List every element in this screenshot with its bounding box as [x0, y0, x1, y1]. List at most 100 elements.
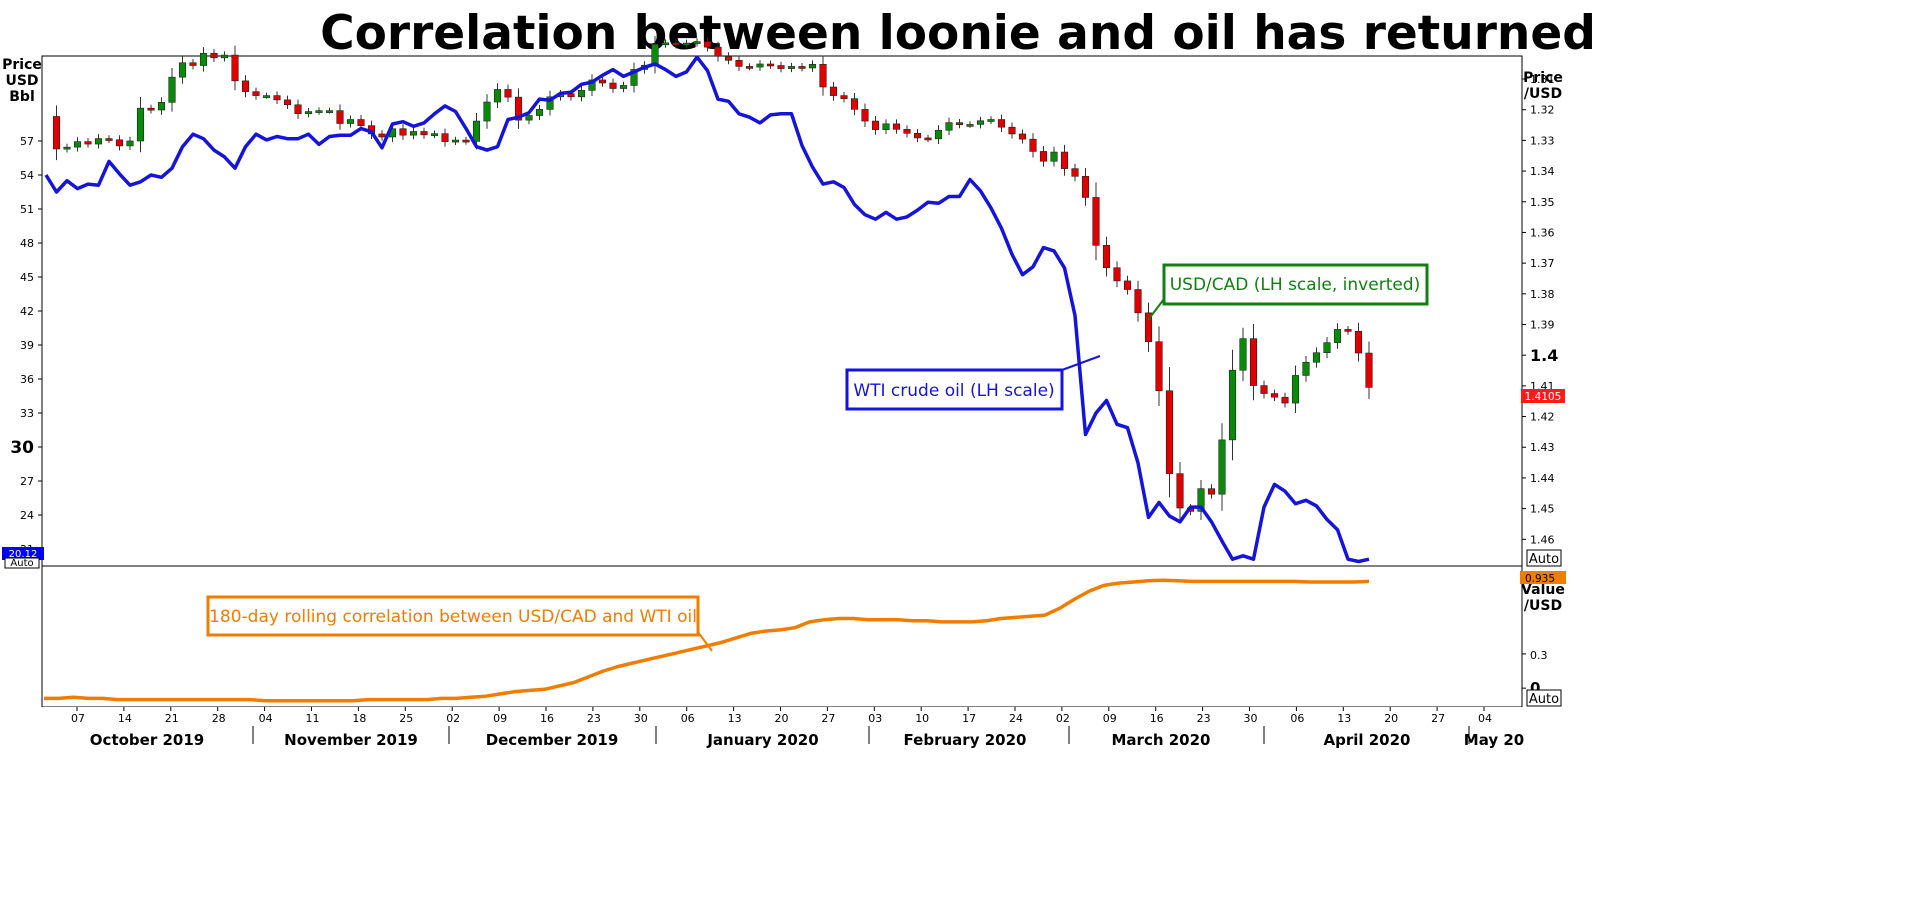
usdcad-candle: [1018, 133, 1027, 140]
usdcad-candle: [745, 66, 754, 69]
usdcad-candle: [945, 122, 953, 131]
right-tick-label: 1.38: [1530, 288, 1555, 301]
x-day-label: 06: [681, 712, 695, 725]
wti-last-badge-label: 20.12: [9, 549, 38, 560]
usdcad-candle: [1207, 488, 1216, 495]
usdcad-candle: [966, 124, 974, 127]
usdcad-candle: [294, 104, 302, 114]
usdcad-candle: [63, 146, 71, 150]
usdcad-candle: [84, 141, 92, 145]
correlation-callout-pointer: [697, 631, 713, 652]
usdcad-candle: [703, 41, 712, 48]
correlation-callout-label: 180-day rolling correlation between USD/…: [209, 607, 697, 627]
usdcad-candle: [997, 119, 1006, 128]
right-tick-label: 1.32: [1530, 104, 1555, 117]
wti-callout-pointer: [1061, 355, 1101, 371]
right-tick-label: 1.43: [1530, 441, 1555, 454]
usdcad-candle: [231, 54, 239, 82]
right-tick-label: 1.36: [1530, 226, 1555, 239]
usdcad-candle: [798, 66, 806, 69]
usdcad-candle: [1302, 361, 1310, 376]
left-tick-label: 57: [20, 135, 34, 148]
x-month-label: November 2019: [284, 731, 418, 749]
usdcad-candle: [955, 122, 964, 126]
usdcad-candle: [462, 139, 470, 143]
right-tick-label: 1.39: [1530, 319, 1555, 332]
usdcad-candle: [724, 56, 733, 61]
usdcad-candle: [1270, 393, 1279, 398]
x-day-label: 18: [352, 712, 366, 725]
correlation-callout-box: [206, 595, 700, 637]
x-day-label: 03: [868, 712, 882, 725]
x-month-label: December 2019: [486, 731, 619, 749]
usdcad-candle: [1165, 390, 1174, 474]
x-day-label: 30: [1244, 712, 1258, 725]
x-day-label: 13: [728, 712, 742, 725]
x-day-label: 28: [212, 712, 226, 725]
left-tick-label: 42: [20, 305, 34, 318]
right-tick-label: 1.45: [1530, 503, 1555, 516]
usdcad-candle: [861, 109, 869, 122]
usdcad-candle: [588, 79, 596, 91]
x-day-label: 20: [1384, 712, 1398, 725]
lower-auto-box: [1526, 689, 1562, 707]
usdcad-candle: [1081, 175, 1090, 198]
x-day-label: 27: [1431, 712, 1445, 725]
usdcad-candle: [871, 120, 880, 130]
usdcad-candle: [241, 80, 250, 92]
usdcad-candle: [1113, 267, 1121, 282]
left-axis-label: Bbl: [9, 89, 35, 105]
usdcad-callout-pointer: [1147, 298, 1165, 321]
x-day-label: 16: [540, 712, 554, 725]
x-day-label: 13: [1337, 712, 1351, 725]
usdcad-candle: [252, 91, 260, 96]
usdcad-candle: [630, 69, 638, 86]
usdcad-candle: [220, 54, 229, 59]
x-day-label: 16: [1150, 712, 1164, 725]
x-day-label: 17: [962, 712, 976, 725]
usdcad-candle: [357, 119, 365, 126]
usdcad-callout-label: USD/CAD (LH scale, inverted): [1170, 275, 1421, 295]
right-tick-label: 1.35: [1530, 196, 1555, 209]
usdcad-candle: [525, 115, 533, 121]
usdcad-candle: [1134, 289, 1142, 314]
usdcad-candle: [1197, 488, 1205, 512]
x-day-label: 09: [493, 712, 507, 725]
usdcad-candle: [577, 90, 586, 98]
left-tick-label: 27: [20, 475, 34, 488]
left-axis-label: USD: [5, 73, 38, 89]
wti-callout-box: [845, 368, 1064, 411]
x-day-label: 02: [446, 712, 460, 725]
usdcad-candle: [1312, 352, 1321, 363]
usdcad-candle: [1029, 138, 1037, 152]
usdcad-candle: [840, 95, 848, 99]
usdcad-candle: [1060, 151, 1069, 169]
usdcad-candle: [934, 129, 943, 140]
right-tick-label: 1.34: [1530, 165, 1555, 178]
usdcad-candle: [178, 62, 187, 78]
x-axis-band: [0, 707, 1916, 743]
usdcad-candle: [892, 123, 901, 130]
usdcad-candle: [378, 133, 386, 138]
right-tick-label: 1.31: [1530, 73, 1555, 86]
left-tick-label: 48: [20, 237, 34, 250]
usdcad-candle: [661, 42, 670, 46]
usdcad-candle: [829, 86, 838, 96]
usdcad-candle: [1092, 197, 1100, 246]
usdcad-candle: [430, 133, 439, 136]
usdcad-candle: [672, 42, 680, 46]
usdcad-candle: [1071, 168, 1079, 177]
right-auto-box: [1526, 549, 1562, 567]
usdcad-candle: [756, 63, 764, 68]
usdcad-candle: [147, 107, 155, 111]
usdcad-candle: [304, 111, 313, 114]
left-tick-label: 45: [20, 271, 34, 284]
x-day-label: 02: [1056, 712, 1070, 725]
usdcad-candle: [73, 141, 82, 148]
lower-axis-label: /USD: [1524, 598, 1562, 614]
usdcad-candle: [987, 119, 995, 122]
usdcad-candle: [1260, 385, 1268, 394]
lower-auto-label: Auto: [1529, 692, 1559, 707]
